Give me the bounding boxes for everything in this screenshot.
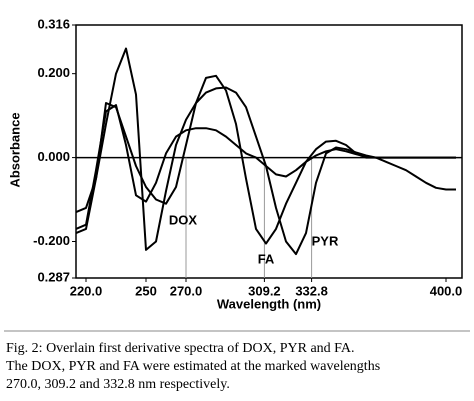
- y-tick-label: 0.000: [37, 149, 70, 164]
- y-tick-label: 0.200: [37, 65, 70, 80]
- series-label: PYR: [312, 233, 339, 248]
- x-tick-label: 400.0: [430, 283, 463, 298]
- x-axis-label: Wavelength (nm): [217, 296, 321, 311]
- x-tick-label: 220.0: [70, 283, 103, 298]
- x-tick-label: 309.2: [248, 283, 281, 298]
- caption-line: Fig. 2: Overlain first derivative spectr…: [6, 341, 355, 356]
- spectrum-line: [75, 104, 456, 230]
- x-tick-label: 270.0: [170, 283, 203, 298]
- series-label: FA: [258, 251, 275, 266]
- y-tick-label: 0.316: [37, 16, 70, 31]
- y-tick-label: 0.287: [37, 269, 70, 284]
- y-axis-label: Absorbance: [7, 112, 22, 187]
- caption-line: 270.0, 309.2 and 332.8 nm respectively.: [6, 377, 230, 392]
- plot-frame: [75, 24, 463, 279]
- x-tick-label: 332.8: [295, 283, 328, 298]
- x-tick-label: 250: [135, 283, 157, 298]
- caption-line: The DOX, PYR and FA were estimated at th…: [6, 359, 380, 374]
- y-tick-label: -0.200: [33, 233, 70, 248]
- series-label: DOX: [169, 212, 198, 227]
